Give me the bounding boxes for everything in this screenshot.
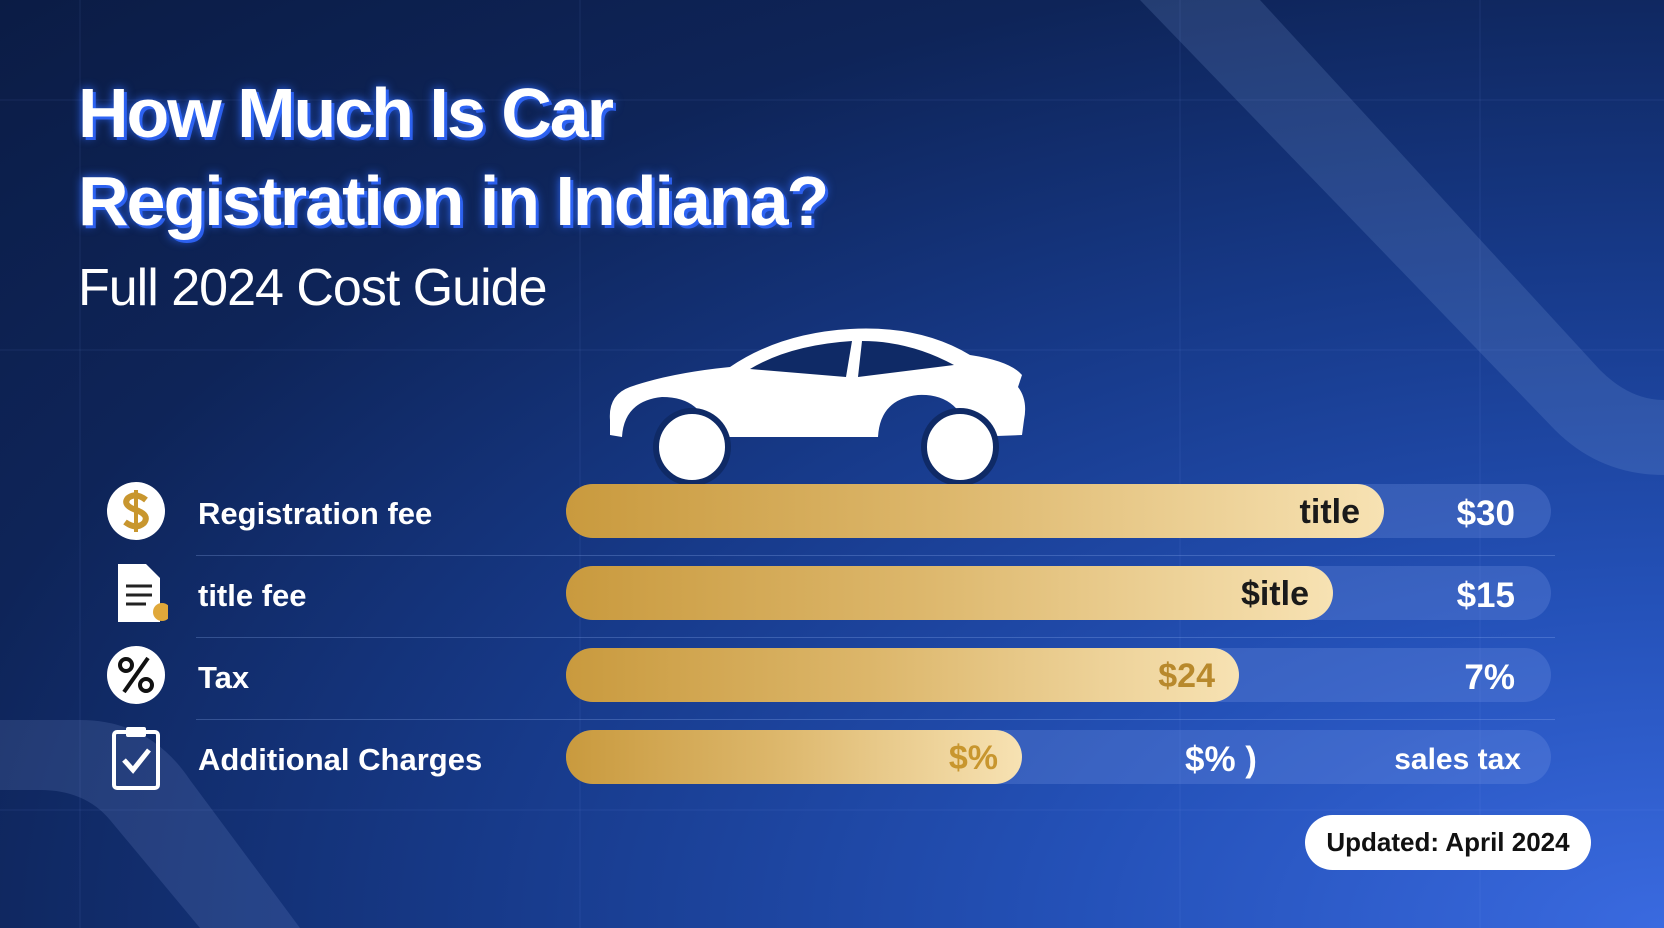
subtitle: Full 2024 Cost Guide xyxy=(78,259,547,317)
row-label: Additional Charges xyxy=(198,742,483,777)
dollar-icon xyxy=(107,482,165,540)
bar-track: $% xyxy=(566,730,1551,784)
row-amount: sales tax xyxy=(1394,743,1521,776)
car-icon xyxy=(609,328,1026,485)
clipboard-icon xyxy=(112,727,160,790)
row-amount: $15 xyxy=(1456,576,1515,615)
bar-fill: $itle xyxy=(566,566,1333,620)
bar-fill: $% xyxy=(566,730,1022,784)
row-label: Tax xyxy=(198,660,250,695)
bar-text: $% xyxy=(948,739,998,777)
row-amount: 7% xyxy=(1464,658,1515,697)
cost-row: title fee $itle $15 xyxy=(100,564,1555,638)
bar-fill: title xyxy=(566,484,1384,538)
bar-track: title xyxy=(566,484,1551,538)
row-label: title fee xyxy=(198,578,307,613)
title-line: Registration in Indiana? xyxy=(78,162,829,240)
bar-text: $itle xyxy=(1240,575,1309,613)
bar-fill: $24 xyxy=(566,648,1239,702)
row-label: Registration fee xyxy=(198,496,433,531)
bar-track: $24 xyxy=(566,648,1551,702)
row-amount: $30 xyxy=(1456,494,1515,533)
cost-row: Registration fee title $30 xyxy=(100,482,1555,556)
updated-badge: Updated: April 2024 xyxy=(1305,815,1591,870)
bar-track: $itle xyxy=(566,566,1551,620)
title-line: How Much Is Car xyxy=(78,74,614,152)
percent-icon xyxy=(107,646,165,704)
bar-text: $24 xyxy=(1158,657,1215,695)
bar-text: title xyxy=(1299,493,1360,531)
cost-row: Tax $24 7% xyxy=(100,646,1555,720)
row-after-text: $% ) xyxy=(1185,740,1257,779)
cost-row: Additional Charges $% $% ) sales tax xyxy=(100,727,1555,790)
document-icon xyxy=(118,564,168,622)
